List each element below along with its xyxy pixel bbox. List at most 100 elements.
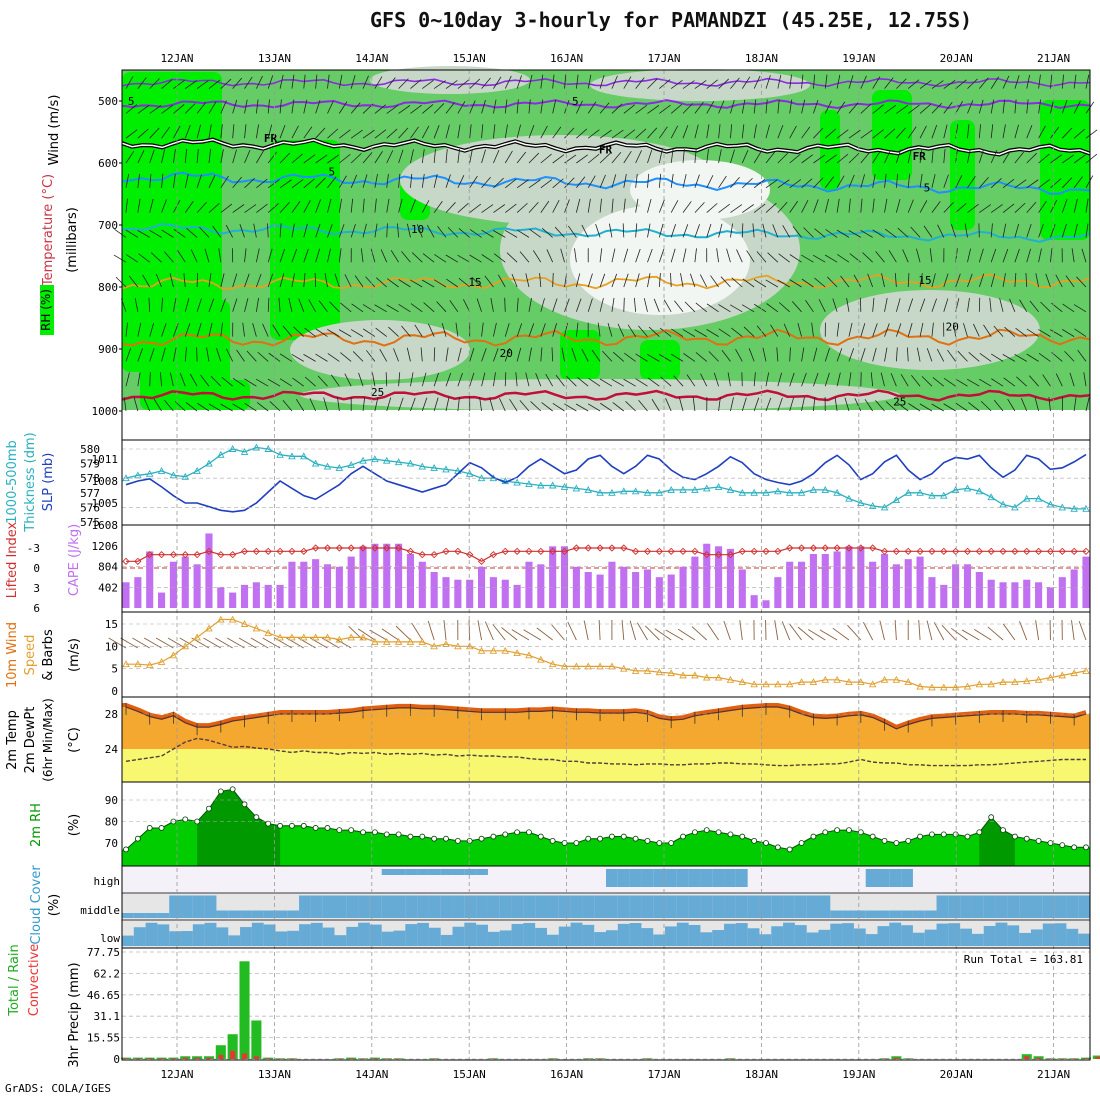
wind-barb: [125, 322, 128, 337]
precip-convective-bar: [372, 1058, 378, 1059]
wind-barb: [255, 99, 259, 114]
thickness-marker: [951, 485, 960, 493]
wind-barb: [504, 150, 513, 164]
cape-bar: [312, 559, 320, 608]
wind-barb: [1062, 303, 1075, 313]
wind-barb: [694, 329, 707, 337]
wind10m-speed-marker: [205, 624, 213, 632]
wind10m-speed-marker: [916, 682, 924, 690]
wind-barb: [303, 126, 313, 139]
wind-barb: [220, 100, 227, 114]
temp-tick-label: 24: [105, 743, 119, 756]
cloud-high-bar: [676, 869, 689, 887]
wind-barb: [1073, 100, 1081, 114]
wind-barb: [658, 354, 672, 362]
wind-barb: [1014, 75, 1020, 89]
wind-barb: [864, 399, 874, 412]
lifted-index-marker: [880, 547, 889, 555]
thickness-marker: [857, 499, 865, 506]
wind-barb: [990, 178, 1002, 189]
wind-barb: [777, 74, 782, 89]
wind10m-speed-marker: [774, 680, 782, 688]
rh2m-marker: [668, 840, 675, 846]
wind-barb: [658, 149, 663, 164]
wind-barb: [366, 350, 376, 362]
wind-barb: [469, 254, 482, 263]
thickness-marker: [382, 456, 391, 464]
wind-barb: [762, 347, 767, 362]
wind-barb: [1038, 99, 1042, 114]
wind-barb: [469, 347, 475, 362]
cape-bar: [620, 566, 628, 608]
cape-bar: [821, 554, 829, 608]
wind-barb: [177, 250, 186, 263]
bottom-day-label: 13JAN: [258, 1068, 291, 1081]
wind-barb: [303, 354, 316, 362]
cape-bar: [560, 546, 569, 608]
cloud-low-bar: [299, 924, 311, 946]
thickness-marker: [702, 484, 711, 492]
lifted-index-marker: [975, 547, 983, 555]
wind-barb: [540, 179, 553, 189]
thickness-marker: [667, 485, 675, 493]
wind-barb: [1061, 199, 1068, 213]
wind-barb: [173, 125, 181, 139]
wind-barb: [279, 74, 284, 89]
wind-barb: [125, 173, 130, 188]
wind-barb: [255, 248, 260, 263]
cloud-high-bar: [877, 869, 890, 887]
thickness-marker: [584, 485, 592, 493]
wind-barb: [525, 372, 530, 387]
cape-bar: [1011, 582, 1019, 608]
wind-barb: [530, 401, 542, 412]
wind-barb: [564, 177, 575, 189]
wind-barb: [653, 298, 660, 312]
wind10m-speed-marker: [288, 633, 296, 641]
wind10m-speed-marker: [940, 683, 948, 691]
wind-barb: [457, 347, 462, 362]
wind-barb: [805, 300, 814, 313]
cape-bar: [323, 564, 332, 608]
wind-barb: [504, 124, 508, 139]
wind-barb: [907, 199, 914, 213]
axes-layer: 5006007008009001000575576577578579580100…: [27, 95, 122, 1066]
wind-barb: [846, 297, 850, 312]
wind-barb: [907, 149, 912, 164]
top-day-label: 21JAN: [1037, 52, 1070, 65]
wind-barb: [1085, 223, 1089, 238]
wind-barb: [1050, 74, 1053, 89]
upper-ylabel-rh: RH (%): [39, 289, 53, 331]
cloud-mid-bar: [865, 910, 878, 918]
wind-barb: [813, 100, 819, 114]
wind10m-barb: [677, 628, 696, 641]
cloud-high-bar: [724, 869, 736, 887]
wind-barb: [179, 372, 186, 387]
upper-ylabel-mb: (millibars): [65, 207, 80, 273]
wind-barb: [765, 179, 778, 189]
lifted-index-marker: [229, 551, 237, 559]
cloud-high-bar: [735, 869, 748, 887]
wind-barb: [623, 129, 636, 139]
rh2m-marker: [964, 833, 971, 840]
wind-barb: [445, 149, 448, 164]
lifted-index-marker: [1070, 547, 1078, 555]
wind-barb: [293, 326, 305, 337]
wind-barb: [339, 129, 351, 139]
wind-barb: [611, 198, 614, 213]
rh2m-marker: [1059, 842, 1066, 849]
lifted-index-marker: [608, 544, 616, 552]
rh-low-region: [820, 290, 1040, 370]
wind-barb: [670, 200, 679, 213]
wind-barb: [525, 273, 530, 288]
rh2m-peak-area: [979, 817, 1015, 866]
wind-barb: [600, 402, 613, 412]
wind10m-speed-marker: [525, 651, 533, 659]
cape-bar: [904, 559, 912, 608]
wind-barb: [481, 176, 491, 189]
wind-barb: [624, 352, 636, 362]
wind10m-speed-marker: [987, 680, 995, 688]
dewpoint-line: [125, 737, 1086, 767]
precip-convective-bar: [206, 1057, 212, 1059]
wind-barb: [943, 273, 949, 288]
wind10m-speed-marker: [821, 675, 830, 683]
